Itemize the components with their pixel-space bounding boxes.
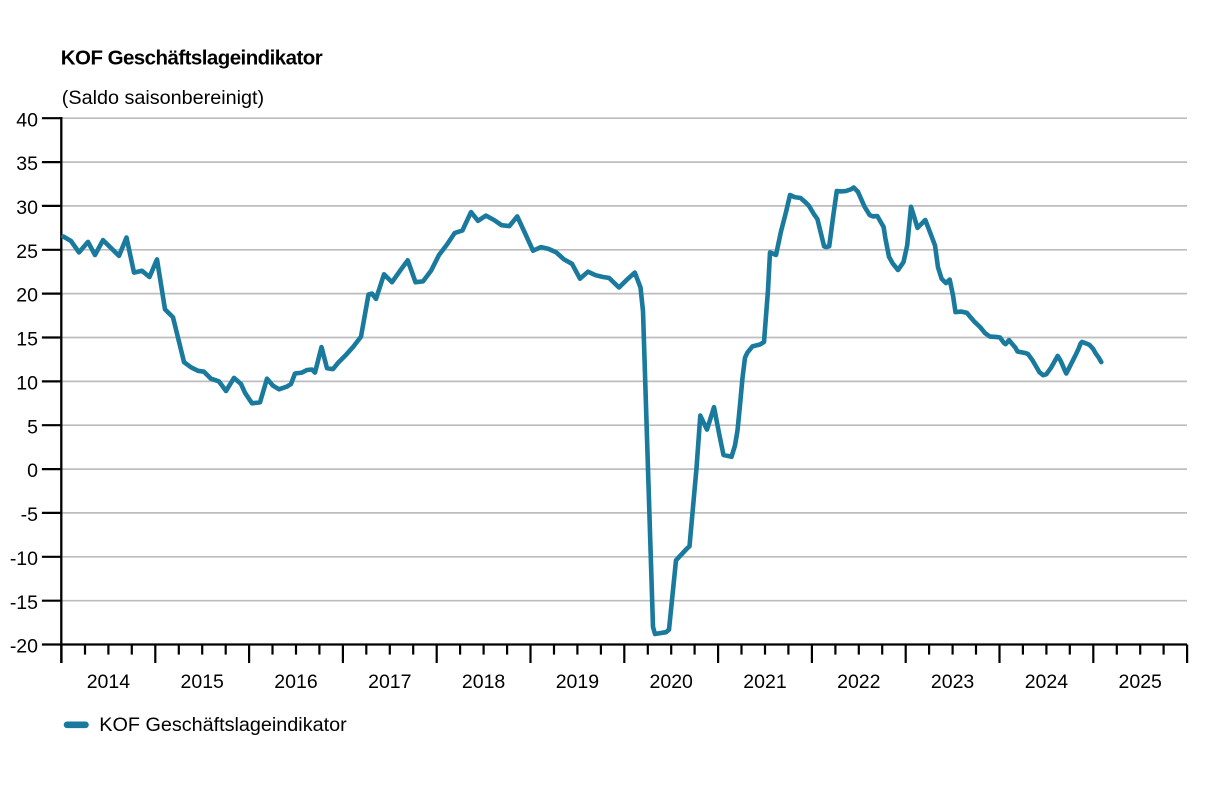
svg-text:(Saldo saisonbereinigt): (Saldo saisonbereinigt) — [62, 87, 264, 109]
svg-text:2018: 2018 — [462, 671, 505, 693]
svg-text:-15: -15 — [10, 592, 38, 614]
svg-text:20: 20 — [16, 285, 38, 307]
svg-text:25: 25 — [16, 241, 38, 263]
svg-text:30: 30 — [16, 197, 38, 219]
svg-text:0: 0 — [27, 460, 38, 482]
svg-text:2019: 2019 — [556, 671, 599, 693]
svg-text:-20: -20 — [10, 636, 38, 658]
svg-text:40: 40 — [16, 109, 38, 131]
svg-text:KOF Geschäftslageindikator: KOF Geschäftslageindikator — [99, 714, 347, 736]
svg-text:2023: 2023 — [931, 671, 974, 693]
svg-text:5: 5 — [27, 416, 38, 438]
svg-text:2024: 2024 — [1025, 671, 1069, 693]
svg-text:-10: -10 — [10, 548, 38, 570]
svg-text:2014: 2014 — [87, 671, 131, 693]
svg-text:35: 35 — [16, 153, 38, 175]
svg-text:2020: 2020 — [650, 671, 694, 693]
svg-text:15: 15 — [16, 329, 38, 351]
svg-text:10: 10 — [16, 373, 38, 395]
svg-text:KOF Geschäftslageindikator: KOF Geschäftslageindikator — [61, 47, 323, 70]
svg-text:2015: 2015 — [181, 671, 225, 693]
svg-text:2021: 2021 — [743, 671, 786, 693]
svg-text:2022: 2022 — [837, 671, 880, 693]
svg-text:2025: 2025 — [1119, 671, 1163, 693]
svg-text:2017: 2017 — [368, 671, 411, 693]
svg-text:-5: -5 — [21, 504, 38, 526]
svg-text:2016: 2016 — [274, 671, 317, 693]
